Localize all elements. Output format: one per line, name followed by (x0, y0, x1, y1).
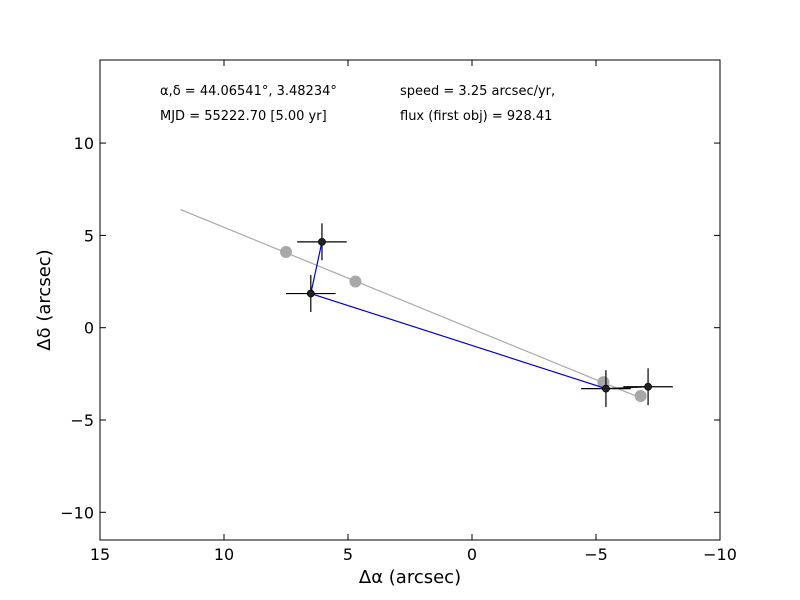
x-tick-label: 10 (214, 545, 234, 564)
model-track-line (180, 208, 639, 398)
y-tick-label: −10 (60, 503, 94, 522)
chart-marks (180, 208, 673, 408)
y-tick-label: −5 (70, 411, 94, 430)
x-tick-label: 15 (90, 545, 110, 564)
y-tick-label: 0 (84, 319, 94, 338)
x-tick-label: −10 (703, 545, 737, 564)
model-point (634, 390, 647, 402)
axis-ticks: 15 10 5 0 −5 −10 10 5 0 −5 −10 (60, 60, 737, 564)
y-tick-label: 5 (84, 226, 94, 245)
plot-frame (99, 59, 721, 541)
observed-path-line (310, 241, 649, 390)
observed-point (318, 237, 326, 246)
annotation-mjd: MJD = 55222.70 [5.00 yr] (160, 109, 327, 124)
annotation-speed: speed = 3.25 arcsec/yr, (400, 84, 555, 99)
annotation-coords: α,δ = 44.06541°, 3.48234° (160, 84, 337, 99)
x-tick-label: −5 (584, 545, 608, 564)
model-point (280, 246, 292, 258)
observed-point (602, 384, 610, 393)
x-tick-label: 5 (343, 545, 353, 564)
y-axis-label: Δδ (arcsec) (34, 249, 55, 350)
annotation-flux: flux (first obj) = 928.41 (400, 109, 552, 124)
y-tick-label: 10 (74, 134, 94, 153)
x-axis-label: Δα (arcsec) (359, 567, 461, 588)
observed-point (644, 382, 652, 391)
plot-area (100, 60, 720, 540)
model-point (349, 275, 362, 288)
observed-point (306, 289, 315, 298)
x-tick-label: 0 (467, 545, 477, 564)
